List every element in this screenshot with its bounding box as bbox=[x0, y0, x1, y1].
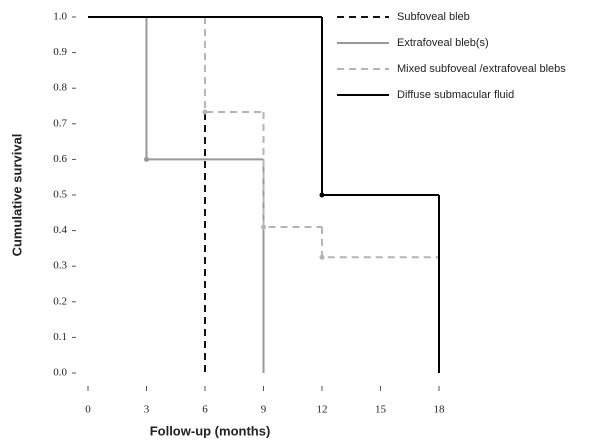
y-axis-title: Cumulative survival bbox=[9, 134, 24, 257]
x-tick-label: 6 bbox=[202, 404, 208, 416]
y-tick-label: 0.4 bbox=[53, 224, 67, 236]
y-tick-label: 0.5 bbox=[53, 189, 67, 201]
x-axis-title: Follow-up (months) bbox=[150, 423, 271, 438]
legend-label: Mixed subfoveal /extrafoveal blebs bbox=[397, 63, 566, 75]
y-tick-label: 0.1 bbox=[53, 331, 67, 343]
survival-step bbox=[262, 112, 322, 229]
event-marker bbox=[144, 156, 149, 162]
event-marker bbox=[261, 224, 266, 230]
y-tick-label: 1.0 bbox=[53, 11, 67, 23]
event-marker bbox=[319, 254, 325, 260]
survival-step bbox=[204, 17, 264, 114]
event-marker bbox=[202, 109, 208, 115]
x-tick-label: 15 bbox=[375, 404, 387, 416]
event-marker bbox=[319, 192, 325, 198]
y-tick-label: 0.8 bbox=[53, 82, 67, 94]
legend-label: Subfoveal bleb bbox=[397, 11, 470, 23]
y-tick-label: 0.3 bbox=[53, 260, 67, 272]
y-tick-label: 0.9 bbox=[53, 46, 67, 58]
y-tick-label: 0.2 bbox=[53, 295, 67, 307]
x-tick-label: 0 bbox=[85, 404, 91, 416]
x-tick-label: 3 bbox=[144, 404, 150, 416]
y-tick-label: 0.7 bbox=[53, 117, 67, 129]
x-tick-label: 12 bbox=[317, 404, 328, 416]
x-tick-label: 9 bbox=[261, 404, 267, 416]
y-tick-label: 0.6 bbox=[53, 153, 67, 165]
y-tick-label: 0.0 bbox=[53, 367, 67, 379]
survival-step bbox=[321, 227, 439, 259]
x-tick-label: 18 bbox=[434, 404, 446, 416]
legend-label: Extrafoveal bleb(s) bbox=[397, 37, 489, 49]
legend-label: Diffuse submacular fluid bbox=[397, 89, 514, 101]
